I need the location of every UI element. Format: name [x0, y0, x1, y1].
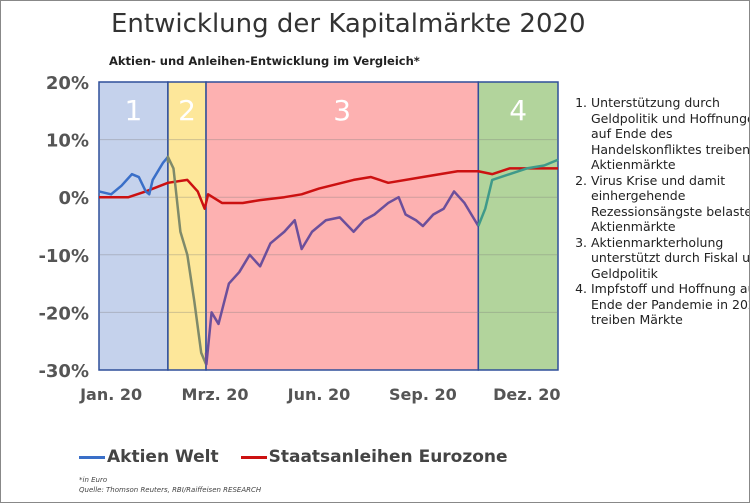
legend-label: Staatsanleihen Eurozone [268, 447, 508, 467]
region-label: 2 [178, 94, 196, 127]
chart-title: Entwicklung der Kapitalmärkte 2020 [111, 9, 586, 39]
series-line-stocks-segment [166, 155, 208, 365]
y-tick-label: -20% [38, 303, 89, 324]
note-2: Virus Krise und damit einhergehende Reze… [591, 173, 749, 235]
region-1 [98, 81, 169, 371]
legend-swatch [240, 455, 267, 459]
y-tick-label: 20% [46, 73, 89, 94]
chart-subtitle: Aktien- und Anleihen-Entwicklung im Verg… [109, 54, 420, 68]
y-tick-label: -10% [38, 246, 89, 267]
region-label: 3 [333, 94, 351, 127]
region-4 [477, 81, 559, 371]
series-line-stocks-segment [477, 158, 559, 227]
note-3: Aktienmarkterholung unterstützt durch Fi… [591, 235, 749, 282]
legend: Aktien Welt Staatsanleihen Eurozone [79, 447, 508, 467]
legend-label: Aktien Welt [107, 447, 219, 467]
legend-swatch [79, 455, 105, 459]
plot-area: 1 2 3 4 20% 10% 0% -10% -20% -30% Jan. 20 Mrz. 20 Ju… [38, 73, 560, 404]
series-line-bonds [99, 167, 558, 210]
y-tick-label: 0% [58, 188, 89, 209]
x-tick-label: Mrz. 20 [182, 385, 249, 404]
series-line-stocks-segment [98, 156, 169, 196]
y-tick-label: -30% [38, 361, 89, 382]
legend-item-bonds: Staatsanleihen Eurozone [240, 447, 508, 467]
region-label: 1 [125, 94, 143, 127]
x-tick-label: Jan. 20 [79, 385, 142, 404]
region-3 [205, 81, 480, 371]
region-2 [167, 81, 207, 371]
footnote-text: *in Euro [79, 476, 108, 484]
legend-item-stocks: Aktien Welt [79, 447, 219, 467]
note-1: Unterstützung durch Geldpolitik und Hoff… [591, 95, 749, 173]
x-tick-label: Dez. 20 [493, 385, 560, 404]
region-label: 4 [509, 94, 527, 127]
x-tick-label: Jun. 20 [287, 385, 351, 404]
footnote: *in Euro Quelle: Thomson Reuters, RBI/Ra… [79, 475, 261, 495]
y-tick-label: 10% [46, 131, 89, 152]
source-text: Quelle: Thomson Reuters, RBI/Raiffeisen … [79, 486, 262, 494]
series-line-stocks-segment [204, 190, 480, 366]
note-4: Impfstoff und Hoffnung auf Ende der Pand… [591, 281, 749, 328]
phase-notes: Unterstützung durch Geldpolitik und Hoff… [569, 95, 749, 328]
x-tick-label: Sep. 20 [389, 385, 457, 404]
